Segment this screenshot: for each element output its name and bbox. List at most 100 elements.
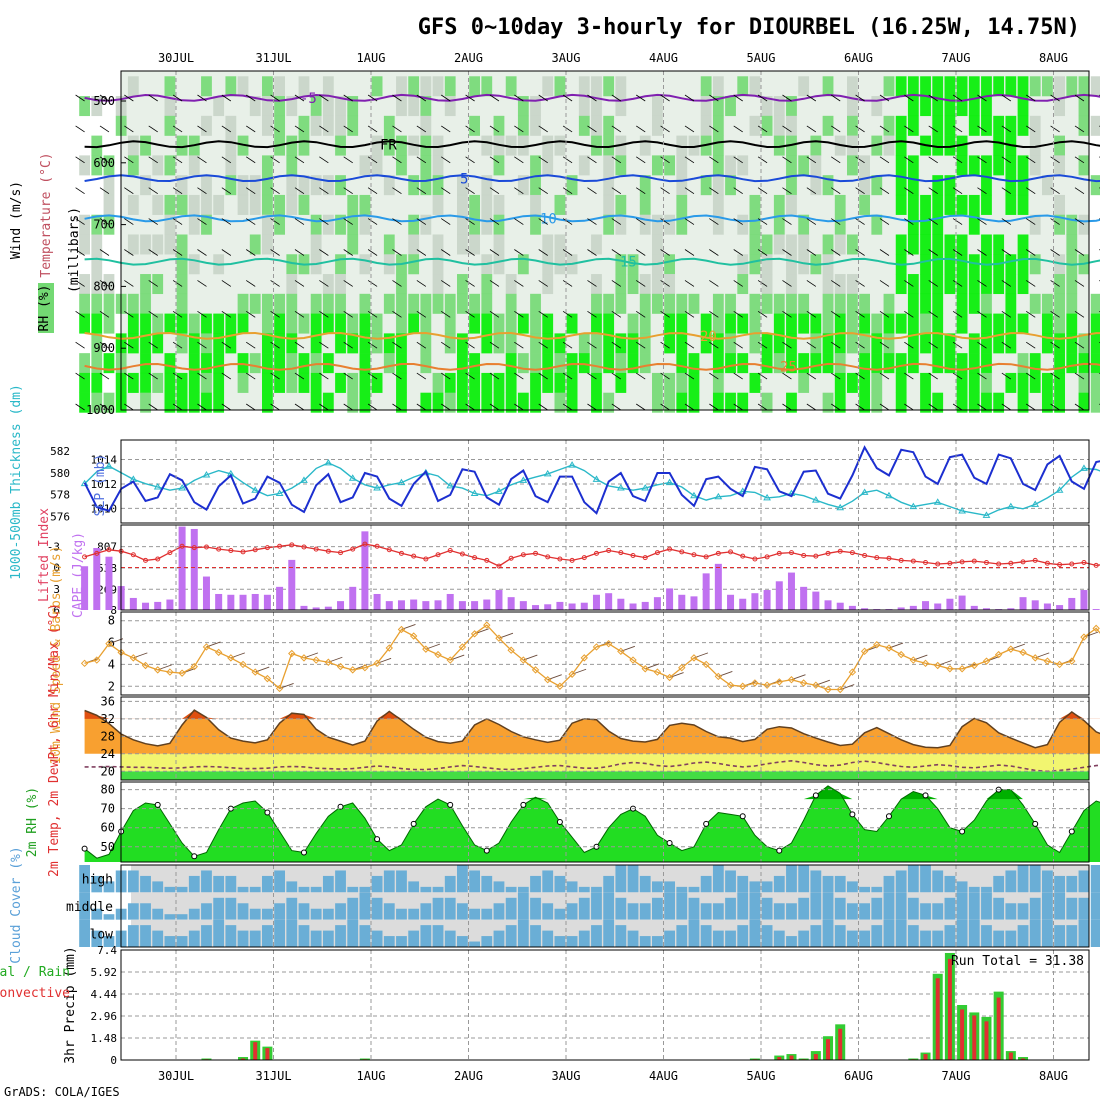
cloud-bar <box>359 892 371 920</box>
wind-barb <box>245 125 256 133</box>
rh-cell <box>773 135 785 156</box>
wind-barb <box>75 372 85 380</box>
rh-cell <box>127 313 139 334</box>
rh-cell <box>786 155 797 176</box>
rh-cell <box>493 115 505 136</box>
wind-barb <box>489 310 500 318</box>
rh-cell <box>286 313 298 334</box>
wind-barb <box>440 249 451 256</box>
wind-barb <box>1025 341 1036 349</box>
rh-cell <box>676 214 688 235</box>
date-label-top: 6AUG <box>844 51 873 65</box>
rh-cell <box>225 313 237 334</box>
cloud-bar <box>1090 892 1100 920</box>
wind-barb <box>757 249 768 256</box>
rh-cell <box>1042 333 1053 354</box>
cape-bar <box>324 606 332 610</box>
cloud-bar <box>481 875 493 893</box>
rh-cell <box>981 115 992 136</box>
wind-barb <box>806 280 817 287</box>
rh-cell <box>883 76 895 97</box>
rh-cell <box>444 293 456 314</box>
wind-barb <box>416 341 427 349</box>
cape-bar <box>202 576 210 610</box>
rh-cell <box>359 214 371 235</box>
precip-axis-label: 3hr Precip (mm) <box>63 946 78 1063</box>
cloud-bar <box>359 886 371 893</box>
thickness-point <box>1031 500 1040 507</box>
wind-barb <box>75 403 85 411</box>
wind-barb <box>660 218 670 225</box>
rh-cell <box>152 313 164 334</box>
thickness-point <box>1055 486 1064 493</box>
wind-barb <box>928 187 938 195</box>
wind-barb <box>757 341 768 349</box>
rh-cell <box>859 175 870 196</box>
wind-barb <box>977 403 987 411</box>
wind-barb <box>75 280 85 287</box>
cloud-bar <box>627 903 639 920</box>
rh-cell <box>213 392 225 413</box>
rh-cell <box>773 234 785 255</box>
rh-cell <box>883 115 895 136</box>
rh-cell <box>420 353 432 374</box>
rh-cell <box>615 274 627 295</box>
wind-barb <box>855 94 865 102</box>
rh-cell <box>932 135 944 156</box>
cloud-bar <box>383 936 395 947</box>
cloud-bar <box>773 903 785 920</box>
wind-barb <box>733 156 743 164</box>
rh-cell <box>981 175 992 196</box>
rh-cell <box>262 372 273 393</box>
precip-conv-bar <box>777 1057 782 1060</box>
wind-barb <box>928 403 938 411</box>
wind-barb <box>489 403 500 411</box>
rh-cell <box>225 155 237 176</box>
rh-cell <box>639 274 651 295</box>
wind-axis-label: 10m Wind Speed & Barbs (m/s) <box>49 545 64 764</box>
rh-cell <box>956 274 968 295</box>
cape-bar <box>434 600 442 610</box>
rh-cell <box>639 135 651 156</box>
rh-cell <box>920 333 931 354</box>
rh-cell <box>140 313 151 334</box>
wind-barb <box>709 187 719 195</box>
rh-cell <box>932 194 944 215</box>
rh-cell <box>262 353 273 374</box>
rh-cell <box>335 96 346 117</box>
wind-barb <box>855 218 865 225</box>
rh-cell <box>725 333 736 354</box>
rh-cell <box>786 392 797 413</box>
cloud-bar <box>1066 875 1078 893</box>
wind-barb <box>294 372 305 380</box>
cloud-bar <box>420 925 432 947</box>
rh-cell <box>1017 194 1029 215</box>
cape-bar <box>1019 597 1027 610</box>
rh-cell <box>725 96 736 117</box>
rh-cell <box>773 353 785 374</box>
rh-cell <box>517 392 529 413</box>
rh-cell <box>944 234 956 255</box>
cloud-bar <box>773 930 785 947</box>
rh-cell <box>335 254 346 275</box>
rh-cell <box>469 293 480 314</box>
rh-cell <box>859 372 870 393</box>
wind-barb <box>562 249 573 256</box>
wind-barb <box>392 280 402 287</box>
cloud-bar <box>152 908 164 920</box>
rh-cell <box>907 96 919 117</box>
rh-cell <box>847 333 858 354</box>
cloud-bar <box>798 897 810 920</box>
rh-cell <box>164 115 176 136</box>
wind-barb <box>197 280 207 287</box>
rh-cell <box>457 372 468 393</box>
cloud-bar <box>493 930 505 947</box>
rh-cell <box>262 155 273 176</box>
rh-cell <box>213 333 225 354</box>
wind-barb <box>489 341 500 349</box>
rh-cell <box>188 313 200 334</box>
wind-barb <box>952 156 963 164</box>
rh-cell <box>920 392 931 413</box>
lifted-index-point <box>484 557 490 563</box>
thickness-point <box>80 479 89 487</box>
